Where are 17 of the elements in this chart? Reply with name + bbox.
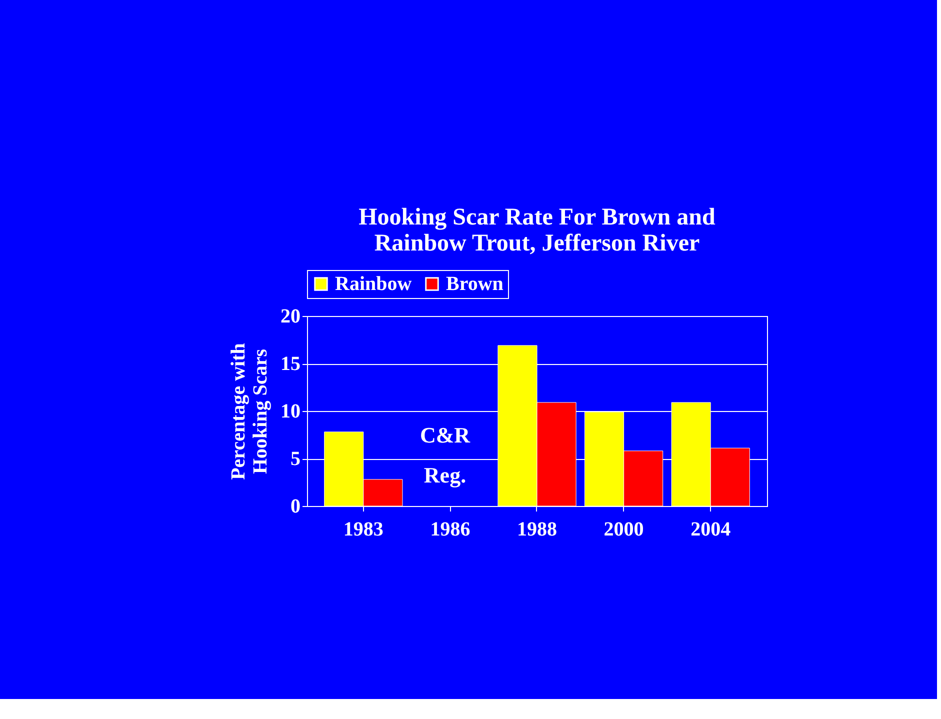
- annotation: C&R Reg.: [420, 422, 472, 488]
- text: Rainbow Trout, Jefferson River: [374, 230, 700, 256]
- text: Hooking Scars: [250, 348, 272, 474]
- y-tick-label: 20: [280, 306, 300, 328]
- x-tick-label: 2004: [690, 518, 731, 540]
- text: Hooking Scar Rate For Brown and: [358, 204, 716, 230]
- x-tick-label: 1988: [517, 518, 557, 540]
- x-tick-label: 1986: [430, 518, 470, 540]
- y-tick-label: 0: [290, 496, 300, 518]
- x-tick-label: 2000: [604, 518, 644, 540]
- y-tick-label: 5: [290, 448, 300, 470]
- legend-label: Rainbow: [335, 273, 412, 295]
- y-tick-label: 15: [280, 353, 300, 375]
- y-tick-label: 10: [280, 400, 300, 422]
- text: Percentage with: [228, 343, 250, 480]
- legend-label: Brown: [446, 273, 504, 295]
- x-tick-label: 1983: [343, 518, 384, 540]
